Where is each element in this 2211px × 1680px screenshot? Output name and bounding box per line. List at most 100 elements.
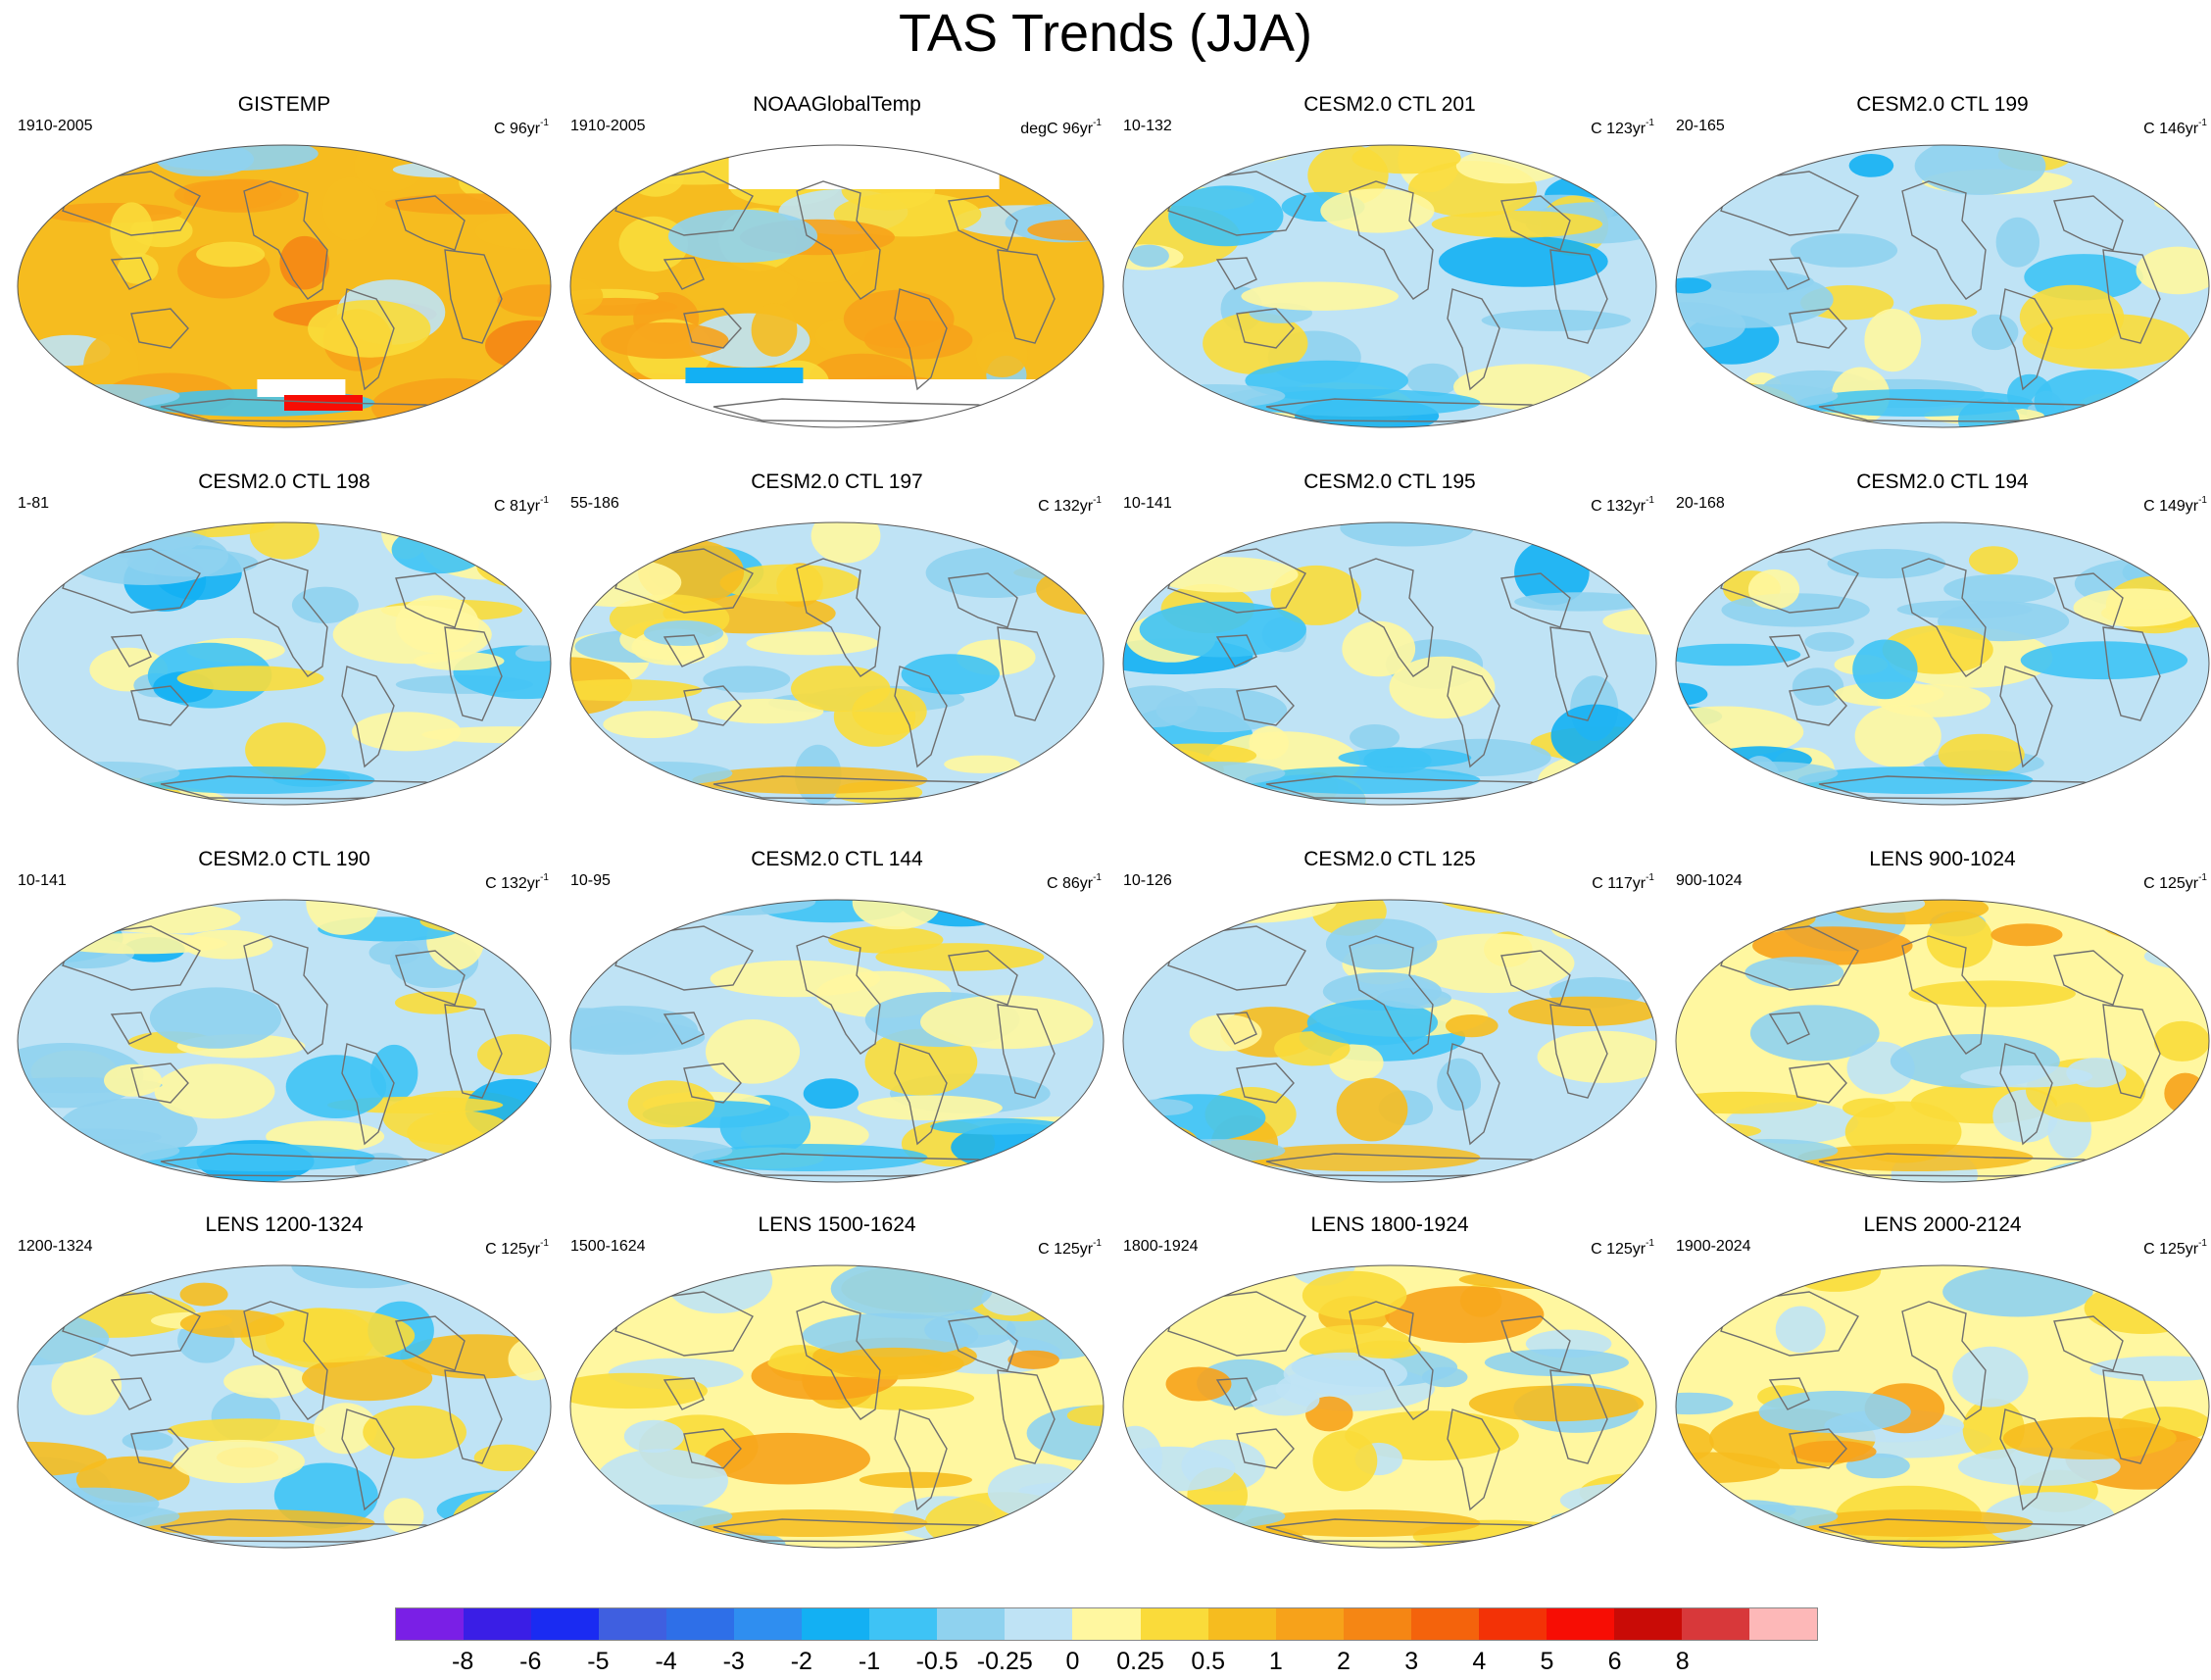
- colorbar-tick-label: 5: [1540, 1648, 1554, 1675]
- panel-units: C 149yr-1: [2143, 492, 2207, 516]
- panel-period: 10-141: [18, 872, 67, 889]
- panel-units-text: C 125yr: [485, 1241, 541, 1258]
- panel-units-text: C 132yr: [1591, 498, 1646, 515]
- colorbar: [395, 1607, 1818, 1641]
- map-panel: LENS 900-1024 900-1024 C 125yr-1: [1666, 848, 2211, 1191]
- panel-period: 10-132: [1123, 118, 1172, 134]
- panel-units: C 125yr-1: [485, 1235, 549, 1259]
- world-map: [1122, 1264, 1657, 1549]
- colorbar-tick-label: -3: [722, 1648, 745, 1675]
- panel-units-exponent: -1: [2198, 1238, 2207, 1249]
- panel-units-exponent: -1: [2198, 118, 2207, 128]
- panel-title: CESM2.0 CTL 195: [1303, 470, 1476, 493]
- colorbar-tick-label: 6: [1607, 1648, 1622, 1675]
- panel-units-exponent: -1: [1093, 872, 1102, 883]
- colorbar-swatch: [734, 1608, 803, 1640]
- panel-units: C 125yr-1: [1038, 1235, 1102, 1259]
- world-map: [1122, 144, 1657, 428]
- colorbar-labels: -8 -6 -5 -4 -3 -2 -1 -0.5 -0.25 0 0.25 0.5 1 2 3 4 5 6 8: [395, 1647, 1818, 1676]
- world-map: [17, 1264, 552, 1549]
- colorbar-swatch: [599, 1608, 667, 1640]
- colorbar-swatch: [1005, 1608, 1073, 1640]
- panel-period: 1900-2024: [1676, 1238, 1751, 1255]
- colorbar-tick-label: 1: [1268, 1648, 1283, 1675]
- panel-period: 10-141: [1123, 495, 1172, 512]
- panel-units: C 86yr-1: [1047, 869, 1102, 893]
- panel-units-exponent: -1: [1646, 495, 1654, 506]
- world-map: [17, 144, 552, 428]
- panel-units-text: C 149yr: [2143, 498, 2199, 515]
- panel-units-exponent: -1: [540, 872, 549, 883]
- panel-title: LENS 1500-1624: [758, 1213, 916, 1236]
- world-map: [569, 521, 1105, 806]
- colorbar-tick-label: -8: [452, 1648, 474, 1675]
- colorbar-tick-label: -0.25: [976, 1648, 1033, 1675]
- panel-units: C 81yr-1: [494, 492, 549, 516]
- panel-period: 10-126: [1123, 872, 1172, 889]
- panel-units-text: C 96yr: [493, 121, 541, 137]
- panel-units-text: C 125yr: [1038, 1241, 1094, 1258]
- colorbar-swatch: [1748, 1608, 1817, 1640]
- panel-units-exponent: -1: [1646, 1238, 1654, 1249]
- colorbar-tick-label: 4: [1472, 1648, 1487, 1675]
- colorbar-swatch: [802, 1608, 870, 1640]
- map-panel: LENS 1500-1624 1500-1624 C 125yr-1: [561, 1213, 1113, 1556]
- panel-units: C 125yr-1: [2143, 1235, 2207, 1259]
- panel-period: 1910-2005: [18, 118, 93, 134]
- panel-units: degC 96yr-1: [1020, 115, 1102, 138]
- panel-title: LENS 1200-1324: [205, 1213, 364, 1236]
- colorbar-swatch: [1478, 1608, 1547, 1640]
- panel-period: 1200-1324: [18, 1238, 93, 1255]
- map-panel: CESM2.0 CTL 197 55-186 C 132yr-1: [561, 470, 1113, 814]
- colorbar-tick-label: 3: [1404, 1648, 1419, 1675]
- map-panel: CESM2.0 CTL 125 10-126 C 117yr-1: [1113, 848, 1666, 1191]
- world-map: [1122, 899, 1657, 1183]
- panel-units-text: C 125yr: [2143, 1241, 2199, 1258]
- world-map: [569, 899, 1105, 1183]
- panel-units-text: C 125yr: [1591, 1241, 1646, 1258]
- panel-title: CESM2.0 CTL 197: [751, 470, 923, 493]
- panel-title: GISTEMP: [237, 93, 331, 116]
- world-map: [1675, 899, 2210, 1183]
- panel-units-text: C 81yr: [493, 498, 541, 515]
- colorbar-tick-label: -4: [655, 1648, 677, 1675]
- panel-units-text: C 132yr: [1038, 498, 1094, 515]
- panel-units: C 146yr-1: [2143, 115, 2207, 138]
- panel-units-text: C 117yr: [1592, 875, 1646, 892]
- map-panel: CESM2.0 CTL 190 10-141 C 132yr-1: [8, 848, 561, 1191]
- panel-period: 1800-1924: [1123, 1238, 1199, 1255]
- colorbar-swatch: [1681, 1608, 1749, 1640]
- panel-title: LENS 2000-2124: [1863, 1213, 2022, 1236]
- colorbar-tick-label: -5: [587, 1648, 610, 1675]
- panel-units-text: C 125yr: [2143, 875, 2199, 892]
- panel-title: CESM2.0 CTL 199: [1856, 93, 2029, 116]
- colorbar-tick-label: 2: [1337, 1648, 1351, 1675]
- panel-units-exponent: -1: [1646, 872, 1654, 883]
- colorbar-swatch: [1140, 1608, 1208, 1640]
- panel-title: CESM2.0 CTL 201: [1303, 93, 1476, 116]
- world-map: [569, 1264, 1105, 1549]
- colorbar-tick-label: -2: [790, 1648, 812, 1675]
- panel-title: LENS 900-1024: [1869, 848, 2016, 870]
- panel-units-exponent: -1: [1093, 1238, 1102, 1249]
- panel-units-text: C 86yr: [1046, 875, 1094, 892]
- world-map: [1675, 1264, 2210, 1549]
- colorbar-swatch: [869, 1608, 938, 1640]
- colorbar-swatch: [1207, 1608, 1276, 1640]
- figure-title: TAS Trends (JJA): [898, 4, 1313, 63]
- panel-units: C 125yr-1: [1591, 1235, 1654, 1259]
- map-panel: NOAAGlobalTemp 1910-2005 degC 96yr-1: [561, 93, 1113, 436]
- colorbar-swatch: [937, 1608, 1006, 1640]
- colorbar-swatch: [666, 1608, 735, 1640]
- panel-title: CESM2.0 CTL 190: [198, 848, 370, 870]
- colorbar-tick-label: 0.25: [1116, 1648, 1164, 1675]
- panel-units: C 125yr-1: [2143, 869, 2207, 893]
- world-map: [1675, 521, 2210, 806]
- map-panel: LENS 1200-1324 1200-1324 C 125yr-1: [8, 1213, 561, 1556]
- colorbar-swatch: [531, 1608, 600, 1640]
- colorbar-tick-label: 8: [1675, 1648, 1690, 1675]
- world-map: [17, 521, 552, 806]
- panel-title: LENS 1800-1924: [1310, 1213, 1469, 1236]
- colorbar-tick-label: -1: [858, 1648, 881, 1675]
- colorbar-tick-label: 0: [1065, 1648, 1080, 1675]
